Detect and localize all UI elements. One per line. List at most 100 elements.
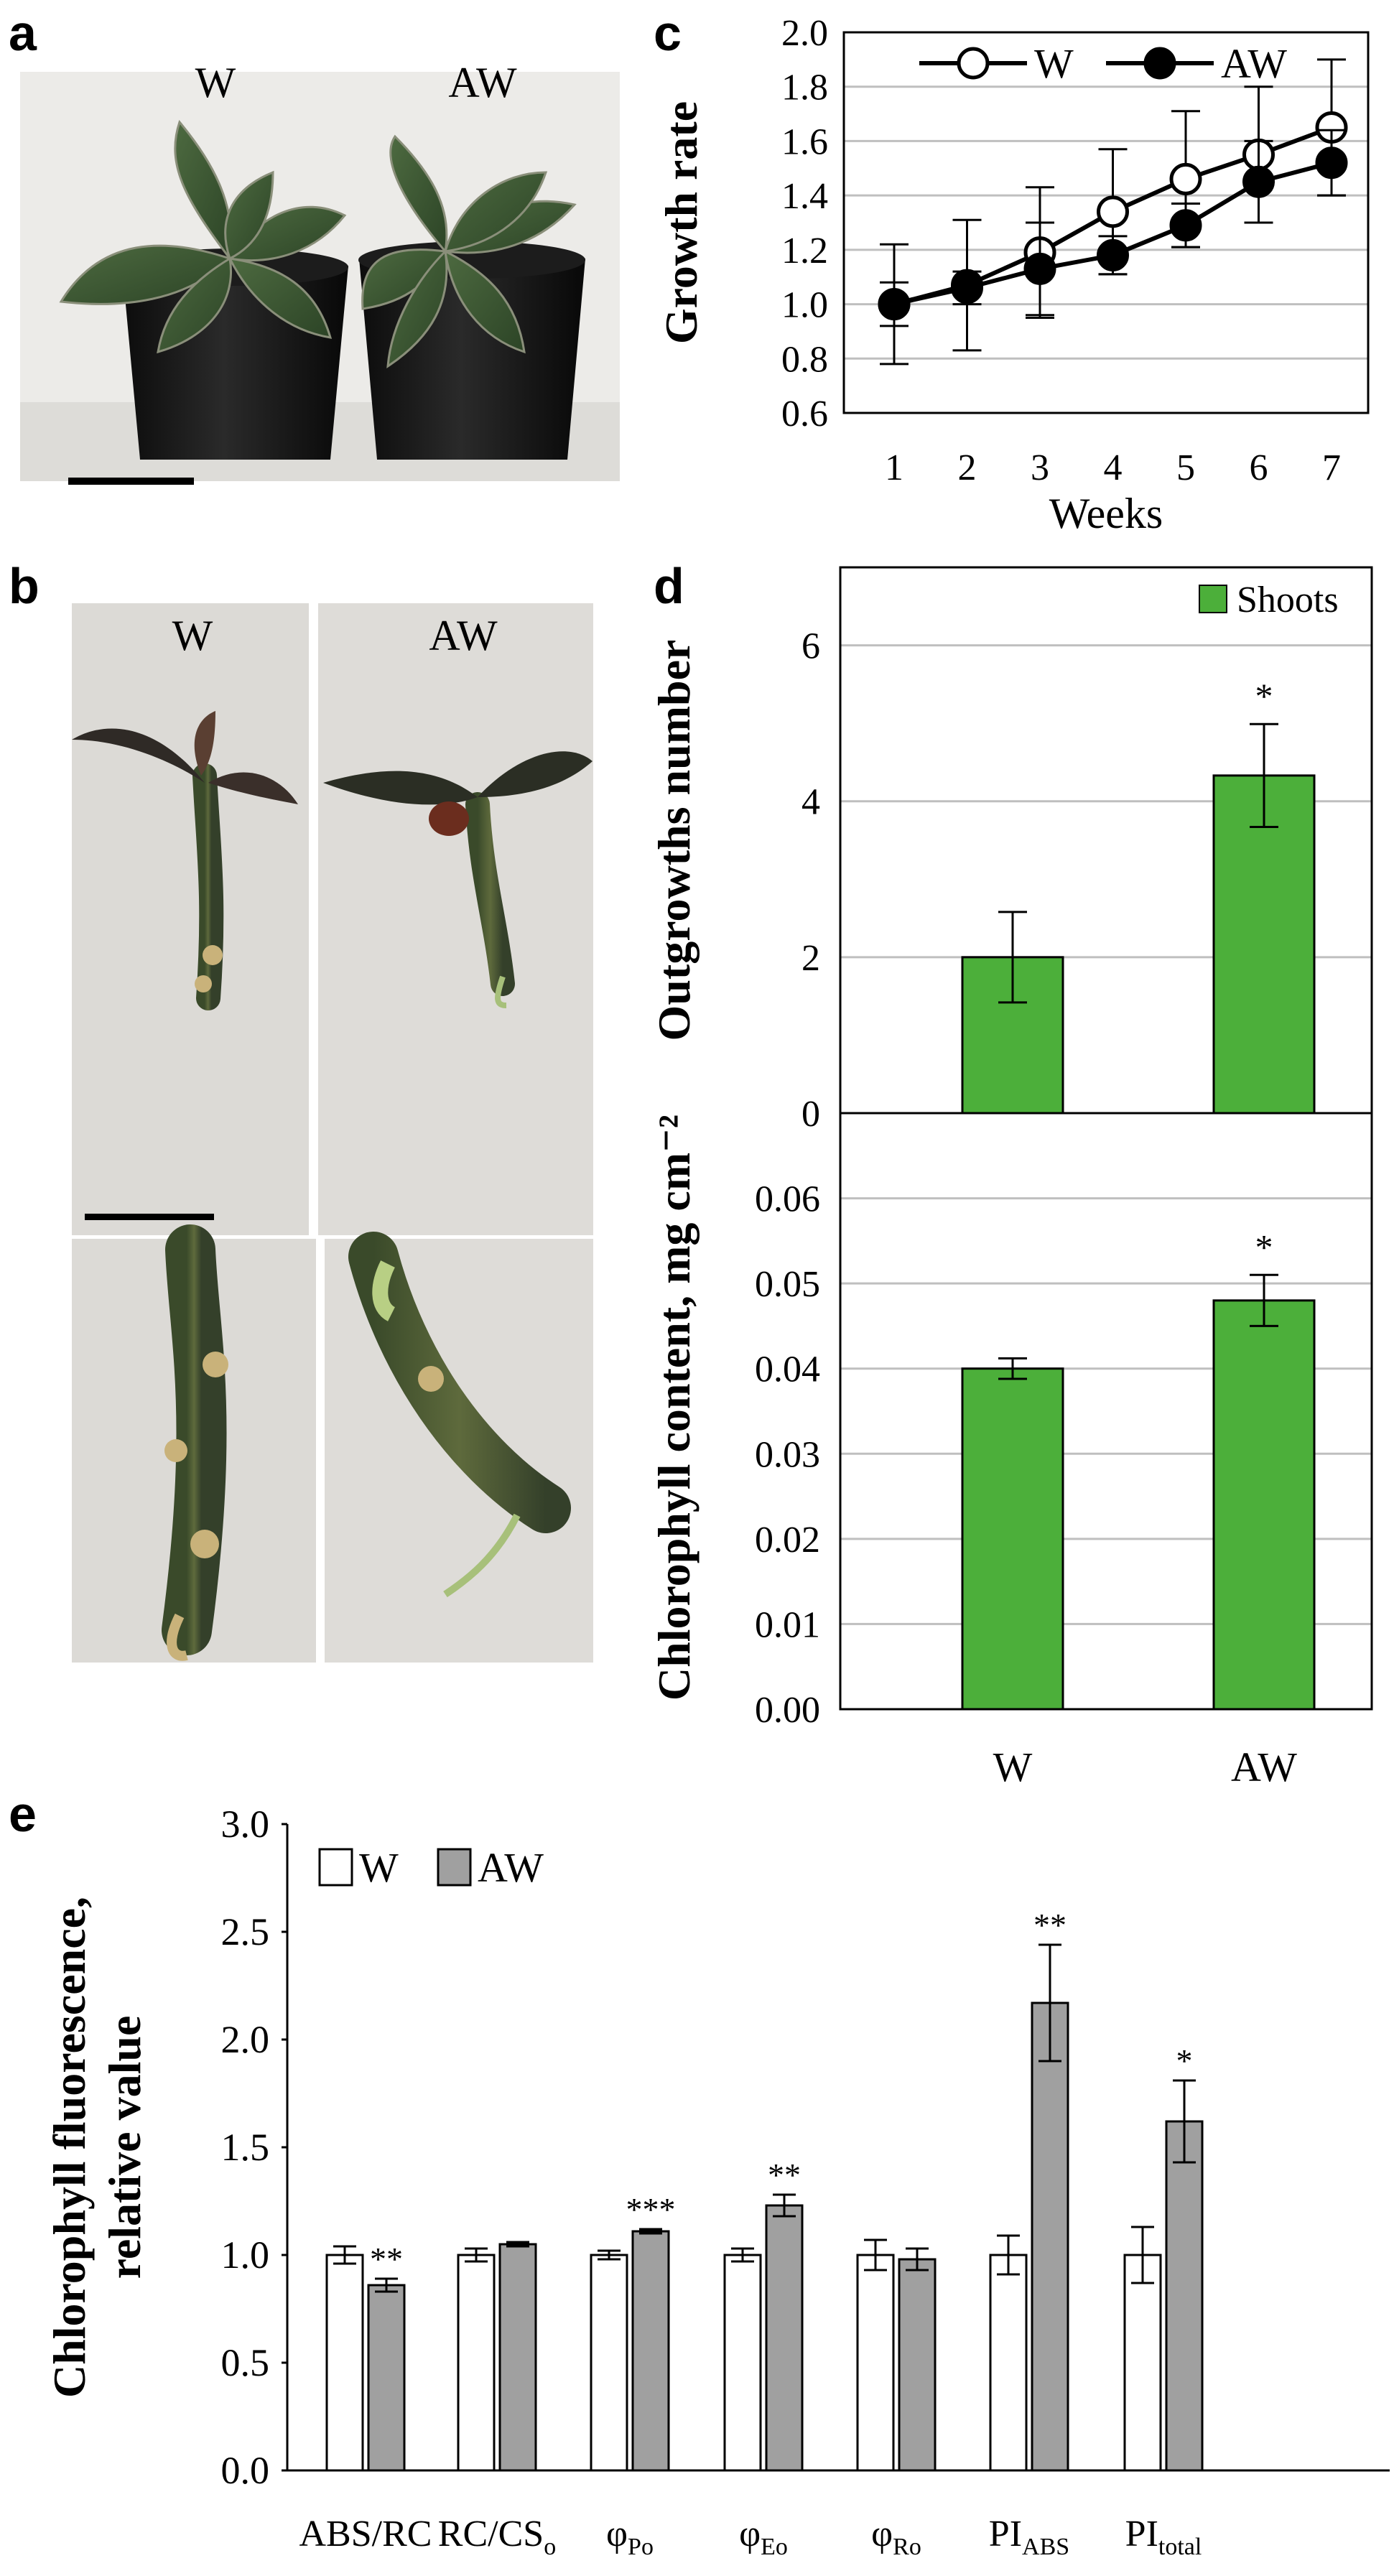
chart-d-bottom-ytick-label: 0.04: [755, 1349, 820, 1390]
chart-d-top-y-ticks: 0 2 4 6: [801, 626, 820, 1135]
chart-e-ytick-label: 1.0: [221, 2233, 270, 2277]
chart-e-bar-AW: [1165, 2120, 1204, 2472]
chart-e-legend-swatch-w: [318, 1848, 353, 1887]
scale-bar-a: [68, 478, 194, 485]
chart-e-ylabel-line1: Chlorophyll fluorescence,: [44, 1897, 95, 2398]
chart-e-bar-AW: [367, 2284, 406, 2472]
chart-e: ********** 0.00.51.01.52.02.53.0 ABS/RC R…: [44, 1803, 1390, 2560]
chart-c-ytick-label: 1.6: [781, 121, 828, 162]
chart-c-legend: W AW: [919, 40, 1287, 87]
chart-c-xlabel: Weeks: [1049, 490, 1163, 537]
chart-c-x-ticks: 1 2 3 4 5 6 7: [885, 447, 1341, 488]
chart-c-xtick-label: 6: [1250, 447, 1268, 488]
chart-c-frame: [842, 31, 1370, 414]
chart-d-top-ytick-label: 6: [801, 626, 820, 667]
chart-c-ytick-label: 0.6: [781, 394, 828, 434]
photo-b-top-left: [72, 603, 309, 1235]
photo-b: W AW: [72, 603, 593, 1663]
chart-e-ytick-label: 0.0: [221, 2449, 270, 2492]
panel-label-b: b: [9, 558, 40, 614]
chart-e-bar-AW: [765, 2204, 804, 2472]
chart-c-ytick-label: 1.2: [781, 231, 828, 271]
panel-label-c: c: [654, 5, 682, 61]
chart-c-legend-marker: [957, 47, 990, 80]
chart-e-ylabel-line2: relative value: [99, 2016, 150, 2279]
chart-d-bottom-ylabel: Chlorophyll content, mg cm⁻²: [649, 1115, 700, 1701]
panel-label-e: e: [9, 1786, 37, 1842]
chart-c-xtick-label: 5: [1176, 447, 1195, 488]
chart-e-errorbar: [1173, 2079, 1196, 2164]
chart-d-top-ytick-label: 2: [801, 938, 820, 979]
chart-d-legend-swatch: [1199, 585, 1227, 613]
chart-c-point: [951, 271, 983, 304]
chart-e-xtick-sub: Po: [628, 2534, 654, 2560]
chart-e-significance: **: [768, 2157, 801, 2193]
chart-d-x-ticks: W AW: [993, 1744, 1298, 1790]
chart-d-top-ytick-label: 0: [801, 1094, 820, 1135]
chart-d-bottom-significance: *: [1255, 1227, 1273, 1267]
chart-d-bottom-ytick-label: 0.02: [755, 1520, 820, 1561]
chart-e-bar-AW: [498, 2243, 537, 2472]
chart-c-point: [1315, 147, 1348, 180]
chart-e-xtick-base: ABS/RC: [299, 2514, 432, 2554]
chart-d: * * 0 2 4 6 0.00 0.01 0.02 0.03 0.04 0.05 0.06 W A…: [649, 566, 1373, 1790]
chart-d-bottom-y-ticks: 0.00 0.01 0.02 0.03 0.04 0.05 0.06: [755, 1179, 820, 1731]
chart-e-errorbar: [465, 2247, 488, 2263]
chart-e-significance: **: [370, 2241, 403, 2277]
chart-e-x-ticks: ABS/RC RC/CSo φPo φEo φRo PIABS PItotal: [299, 2514, 1202, 2560]
chart-e-bar-AW: [1031, 2001, 1069, 2472]
chart-e-ytick-label: 2.0: [221, 2018, 270, 2061]
chart-e-legend-label-w: W: [359, 1844, 399, 1891]
chart-e-bars: **********: [325, 1907, 1204, 2472]
chart-c-ytick-label: 1.8: [781, 68, 828, 108]
chart-d-top-legend: Shoots: [1199, 580, 1339, 620]
chart-e-errorbar: [1131, 2226, 1154, 2284]
chart-d-bottom-ytick-label: 0.05: [755, 1264, 820, 1305]
chart-d-top-errorbar: [1250, 722, 1278, 829]
plant-left: [59, 119, 347, 354]
closeup-aw: [348, 1232, 571, 1598]
chart-e-xtick-sub: ABS: [1022, 2534, 1069, 2560]
chart-e-xtick-label: RC/CSo: [438, 2514, 556, 2560]
chart-c-xtick-label: 1: [885, 447, 903, 488]
chart-e-bar-W: [325, 2254, 364, 2472]
panel-label-d: d: [654, 558, 684, 614]
chart-e-xtick-label: ABS/RC: [299, 2514, 432, 2554]
chart-e-bar-W: [1123, 2254, 1162, 2472]
chart-c-point: [1169, 209, 1202, 242]
chart-e-legend-label-aw: AW: [478, 1844, 544, 1891]
chart-e-bar-W: [856, 2254, 895, 2472]
chart-e-xtick-sub: o: [544, 2534, 556, 2560]
chart-d-bottom-ytick-label: 0.06: [755, 1179, 820, 1220]
chart-d-bottom-ytick-label: 0.03: [755, 1434, 820, 1475]
chart-e-significance: *: [1176, 2042, 1193, 2079]
chart-d-bottom-frame: [839, 1112, 1373, 1711]
chart-d-bottom-errorbar: [1250, 1273, 1278, 1327]
closeup-w: [162, 1224, 228, 1661]
chart-c-ylabel: Growth rate: [656, 101, 707, 344]
chart-e-errorbar: [375, 2277, 398, 2293]
chart-e-bar-W: [989, 2254, 1028, 2472]
chart-c-series-W: [878, 58, 1348, 366]
chart-e-xtick-base: φ: [606, 2514, 628, 2554]
chart-d-bottom-bar: [961, 1367, 1064, 1711]
chart-c-xtick-label: 3: [1031, 447, 1049, 488]
photo-a: W AW: [20, 59, 620, 485]
explant-w: [72, 711, 298, 1010]
photo-b-top-right: [318, 603, 593, 1235]
chart-e-errorbar: [906, 2247, 929, 2272]
chart-e-xtick-base: PI: [989, 2514, 1022, 2554]
chart-d-top-bars: *: [961, 676, 1316, 1115]
chart-c-point: [1169, 162, 1202, 195]
chart-c-ytick-label: 0.8: [781, 339, 828, 380]
plant-right: [361, 134, 577, 368]
chart-c-ytick-label: 1.0: [781, 285, 828, 326]
chart-d-xtick-label: AW: [1231, 1744, 1297, 1790]
photo-a-label-aw: AW: [448, 59, 517, 106]
chart-d-bottom-errorbar: [998, 1357, 1027, 1380]
chart-c-xtick-label: 7: [1322, 447, 1341, 488]
chart-c-xtick-label: 4: [1104, 447, 1123, 488]
scale-bar-b: [85, 1214, 214, 1220]
chart-e-xtick-sub: Eo: [761, 2534, 788, 2560]
